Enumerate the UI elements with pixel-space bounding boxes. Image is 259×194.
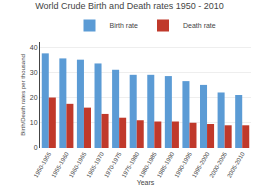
svg-text:1980-1985: 1980-1985 [138, 150, 158, 178]
svg-text:World Crude Birth and Death ra: World Crude Birth and Death rates 1950 -… [35, 1, 223, 11]
svg-text:1995-2000: 1995-2000 [191, 150, 211, 178]
svg-text:Birth/Death rates per thousand: Birth/Death rates per thousand [20, 54, 26, 136]
svg-text:Death rate: Death rate [183, 22, 216, 29]
svg-text:Birth rate: Birth rate [110, 22, 139, 29]
svg-text:1970-1975: 1970-1975 [103, 150, 123, 178]
svg-text:10: 10 [30, 119, 38, 126]
svg-text:20: 20 [30, 94, 38, 101]
svg-text:2005-2010: 2005-2010 [226, 150, 246, 178]
svg-text:40: 40 [30, 44, 38, 51]
svg-text:Years: Years [137, 179, 155, 186]
svg-text:1985-1990: 1985-1990 [156, 150, 176, 178]
svg-text:1975-1980: 1975-1980 [121, 150, 141, 178]
svg-text:0: 0 [34, 144, 38, 151]
svg-text:1965-1970: 1965-1970 [85, 150, 105, 178]
svg-text:1960-1965: 1960-1965 [68, 150, 88, 178]
svg-text:1950-1955: 1950-1955 [33, 150, 53, 178]
svg-text:2000-2005: 2000-2005 [209, 150, 229, 178]
svg-text:30: 30 [30, 69, 38, 76]
svg-text:1955-1960: 1955-1960 [50, 150, 70, 178]
svg-text:1990-1995: 1990-1995 [173, 150, 193, 178]
